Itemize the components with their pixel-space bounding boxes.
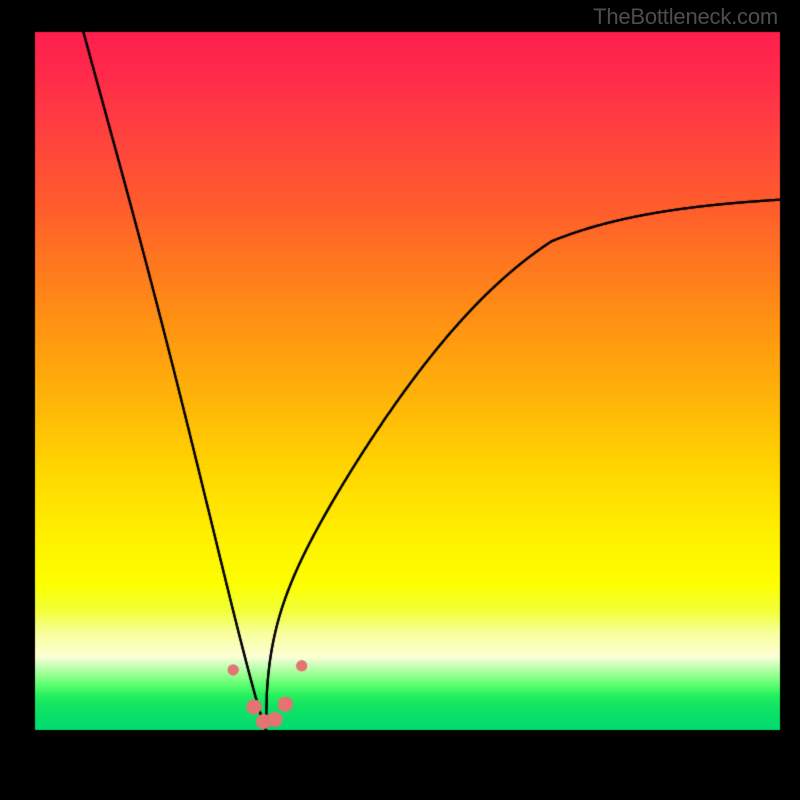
bottleneck-chart xyxy=(0,0,800,800)
